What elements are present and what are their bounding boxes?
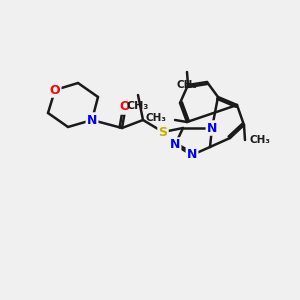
Text: S: S [158,125,167,139]
Text: N: N [207,122,217,134]
Text: CH₃: CH₃ [249,135,270,145]
Text: CH₃: CH₃ [146,113,167,123]
Text: O: O [50,83,60,97]
Text: CH₃: CH₃ [127,101,149,111]
Text: O: O [120,100,130,113]
Text: CH₃: CH₃ [176,80,197,90]
Text: N: N [87,113,97,127]
Text: N: N [170,139,180,152]
Text: N: N [187,148,197,161]
